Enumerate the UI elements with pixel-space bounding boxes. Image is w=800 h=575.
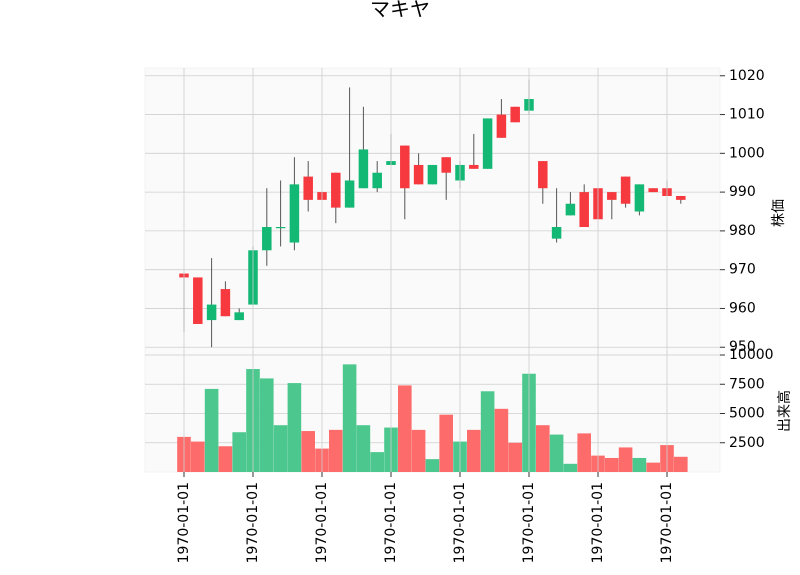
price-tick-label: 980 bbox=[729, 223, 756, 239]
volume-bar bbox=[218, 446, 233, 472]
price-panel bbox=[144, 67, 721, 356]
volume-tick-label: 5000 bbox=[729, 406, 765, 422]
candle-body bbox=[551, 227, 562, 239]
candle-body bbox=[648, 188, 658, 193]
x-tick-label: 1970-01-01 bbox=[383, 482, 399, 563]
volume-bar bbox=[370, 452, 384, 472]
candle-body bbox=[344, 180, 355, 208]
chart-title: マキヤ bbox=[370, 0, 430, 21]
volume-bar bbox=[356, 425, 371, 472]
volume-bar bbox=[398, 385, 412, 472]
volume-bar bbox=[425, 459, 440, 472]
candle-body bbox=[413, 164, 424, 185]
price-tick-label: 960 bbox=[729, 300, 756, 316]
volume-bar bbox=[508, 442, 522, 472]
volume-bar bbox=[342, 364, 357, 472]
volume-bar bbox=[204, 388, 219, 472]
volume-bar bbox=[329, 429, 343, 472]
candle-body bbox=[538, 161, 548, 189]
volume-bar bbox=[605, 457, 619, 472]
volume-tick-label: 7500 bbox=[729, 376, 765, 392]
candle-body bbox=[607, 192, 617, 200]
x-tick-label: 1970-01-01 bbox=[314, 482, 330, 563]
candle-body bbox=[358, 149, 369, 189]
candle-body bbox=[193, 277, 203, 324]
candle-body bbox=[676, 195, 686, 200]
price-axis-label: 株価 bbox=[771, 199, 787, 227]
candle-body bbox=[482, 118, 493, 169]
candle-body bbox=[220, 289, 231, 317]
volume-bar bbox=[674, 456, 688, 472]
price-tick-label: 1000 bbox=[729, 145, 765, 161]
volume-bar bbox=[287, 383, 302, 472]
candle-body bbox=[275, 227, 286, 229]
price-tick-label: 1010 bbox=[729, 107, 765, 123]
volume-bar bbox=[467, 429, 481, 472]
volume-bar bbox=[632, 457, 647, 472]
volume-bar bbox=[232, 432, 246, 472]
candle-body bbox=[262, 227, 272, 251]
volume-bar bbox=[646, 462, 660, 472]
candle-body bbox=[427, 164, 438, 185]
volume-bar bbox=[536, 425, 550, 472]
price-tick-label: 990 bbox=[729, 184, 756, 200]
volume-bar bbox=[549, 434, 564, 472]
candle-body bbox=[510, 106, 520, 123]
volume-axis-ticks: 2500 5000 7500 10000 bbox=[720, 347, 774, 451]
x-tick-label: 1970-01-01 bbox=[176, 482, 192, 563]
x-gridlines bbox=[183, 68, 668, 472]
volume-tick-label: 10000 bbox=[729, 347, 774, 363]
x-tick-label: 1970-01-01 bbox=[245, 482, 261, 563]
x-tick-label: 1970-01-01 bbox=[521, 482, 537, 563]
candle-body bbox=[634, 184, 645, 212]
volume-bar bbox=[480, 391, 495, 472]
candle-body bbox=[372, 172, 382, 189]
price-tick-label: 970 bbox=[729, 262, 756, 278]
volume-bars bbox=[177, 364, 688, 472]
candle-body bbox=[441, 157, 451, 173]
candle-body bbox=[303, 176, 313, 200]
x-axis-ticks: 1970-01-01 1970-01-01 1970-01-01 1970-01-01… bbox=[176, 472, 675, 563]
price-axis-ticks: 950 960 970 980 990 1000 1010 1020 bbox=[720, 68, 765, 355]
volume-bar bbox=[577, 433, 591, 472]
candle-body bbox=[400, 145, 410, 189]
candle-body bbox=[331, 172, 341, 208]
candle-body bbox=[565, 203, 576, 216]
volume-bar bbox=[411, 429, 426, 472]
candle-body bbox=[234, 312, 244, 321]
price-gridlines bbox=[145, 75, 720, 348]
candle-body bbox=[469, 164, 479, 169]
volume-bar bbox=[439, 414, 453, 472]
x-tick-label: 1970-01-01 bbox=[659, 482, 675, 563]
candle-body bbox=[496, 114, 507, 138]
volume-bar bbox=[494, 408, 509, 472]
volume-bar bbox=[301, 431, 315, 472]
candle-body bbox=[620, 176, 631, 204]
price-tick-label: 950 bbox=[729, 339, 756, 355]
volume-bar bbox=[191, 441, 205, 472]
volume-bar bbox=[260, 378, 274, 472]
x-tick-label: 1970-01-01 bbox=[590, 482, 606, 563]
price-tick-label: 1020 bbox=[729, 68, 765, 84]
candle-body bbox=[289, 184, 300, 243]
volume-tick-label: 2500 bbox=[729, 435, 765, 451]
candle-body bbox=[206, 304, 217, 321]
volume-axis-label: 出来高 bbox=[776, 390, 793, 432]
volume-bar bbox=[273, 425, 288, 472]
volume-bar bbox=[563, 463, 578, 472]
candle-body bbox=[579, 192, 589, 228]
x-tick-label: 1970-01-01 bbox=[452, 482, 468, 563]
volume-bar bbox=[618, 447, 633, 472]
